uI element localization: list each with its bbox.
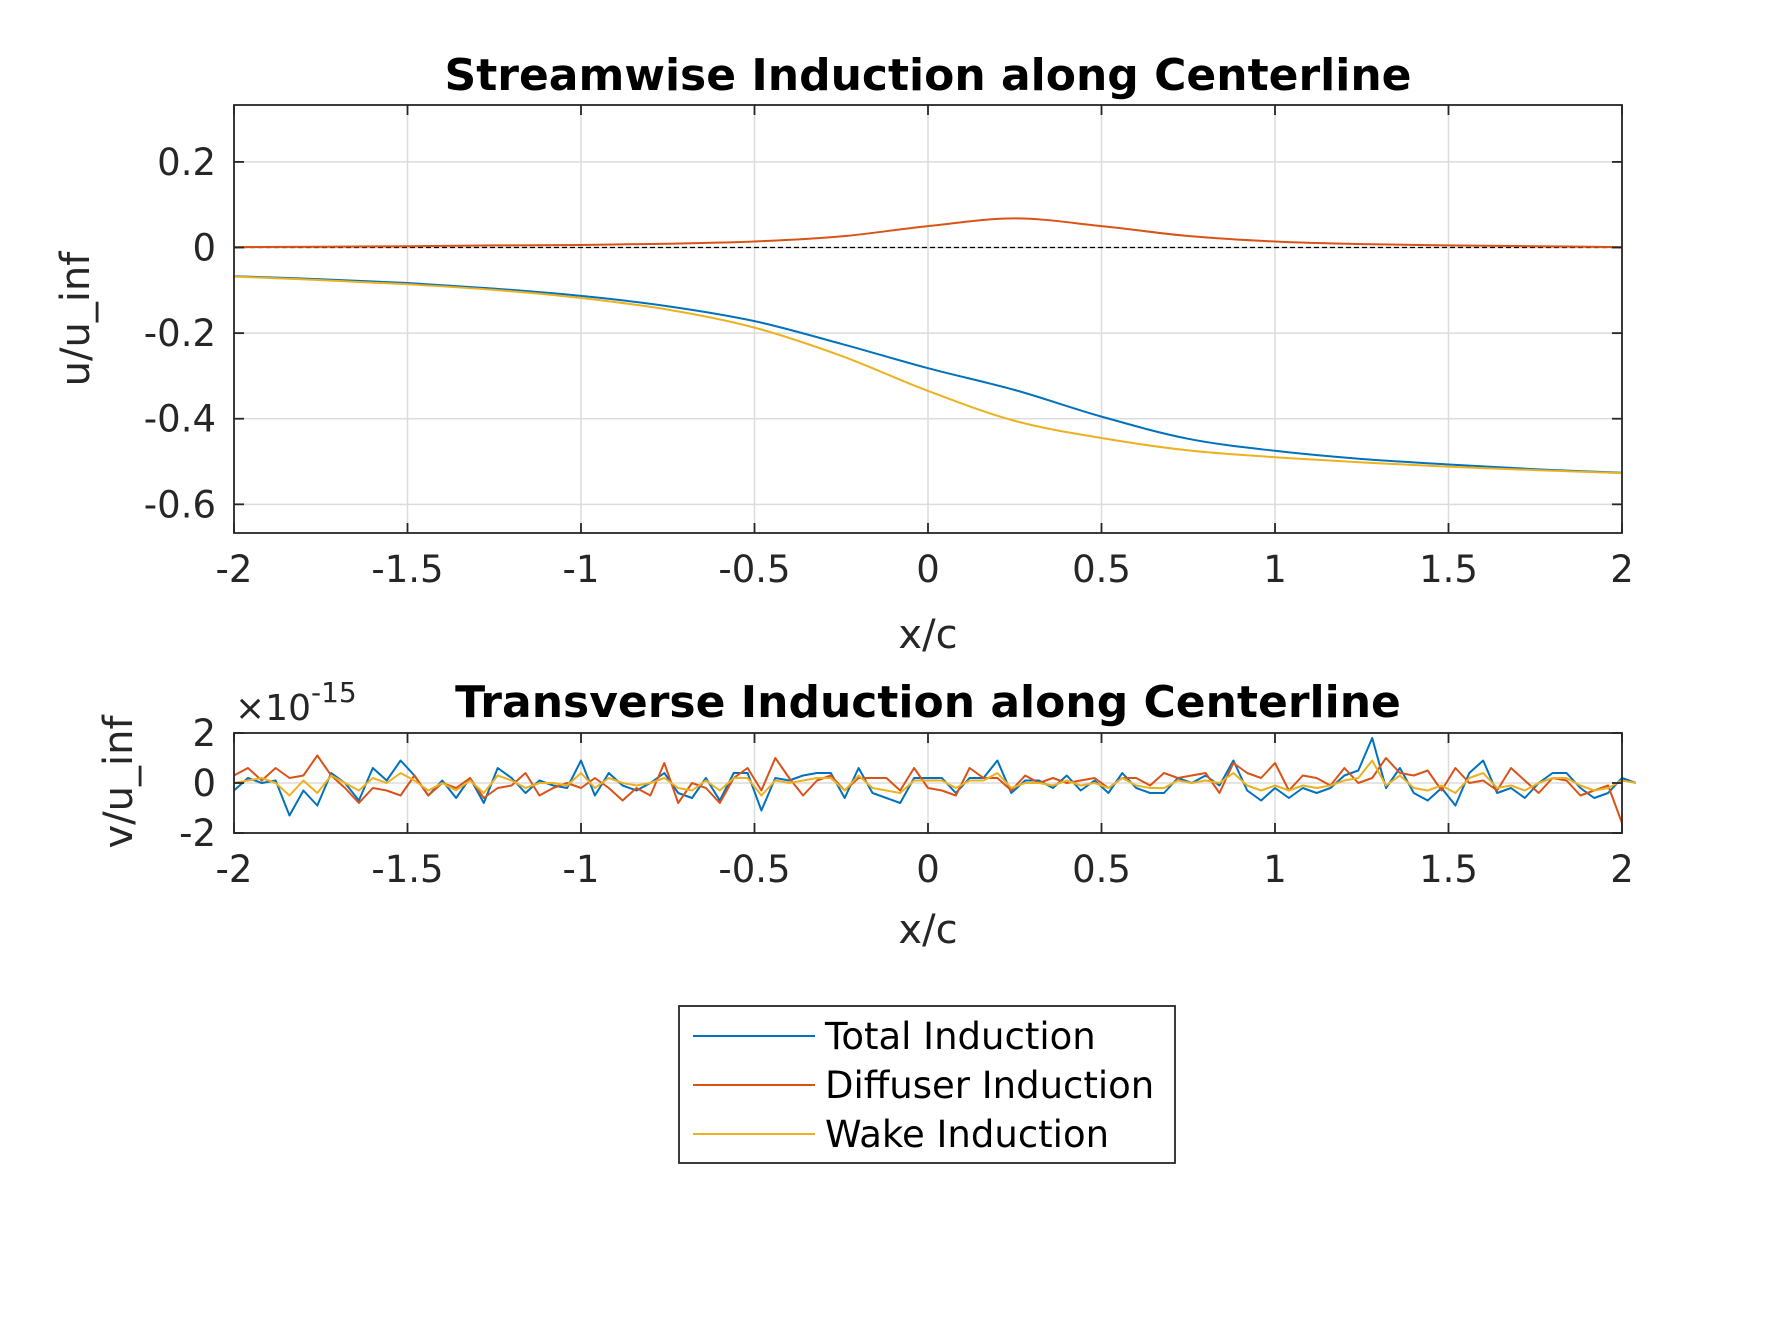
x-tick-label: -1 bbox=[563, 848, 600, 891]
transverse-series bbox=[233, 737, 1637, 824]
x-tick-label: 0.5 bbox=[1072, 548, 1131, 591]
x-tick-label: 0.5 bbox=[1072, 848, 1131, 891]
transverse-plot: Transverse Induction along Centerline ×1… bbox=[96, 676, 1637, 953]
series-line-diffuser bbox=[233, 754, 1623, 824]
y-tick-label: 0 bbox=[192, 227, 216, 270]
series-line-diffuser bbox=[233, 217, 1623, 249]
y-tick-label: -2 bbox=[179, 812, 216, 855]
streamwise-ticks: -2 -1.5 -1 -0.5 0 0.5 1 1.5 2 -0.6 -0.4 -0.2 0 0.2 bbox=[144, 105, 1634, 591]
series-line-total bbox=[233, 737, 1637, 817]
transverse-exponent: ×10-15 bbox=[235, 676, 357, 729]
y-tick-label: -0.2 bbox=[144, 312, 216, 355]
streamwise-ylabel: u/u_inf bbox=[53, 251, 99, 387]
x-tick-label: 0 bbox=[916, 848, 940, 891]
streamwise-plot: Streamwise Induction along Centerline -2… bbox=[53, 50, 1634, 658]
x-tick-label: -2 bbox=[216, 548, 253, 591]
exponent-base: ×10 bbox=[235, 688, 311, 729]
legend-label-wake: Wake Induction bbox=[825, 1113, 1109, 1156]
transverse-ylabel: v/u_inf bbox=[96, 715, 142, 849]
y-tick-label: 2 bbox=[192, 712, 216, 755]
series-line-wake bbox=[233, 759, 1637, 797]
x-tick-label: 1.5 bbox=[1419, 848, 1478, 891]
transverse-xlabel: x/c bbox=[898, 907, 957, 953]
x-tick-label: 1 bbox=[1263, 548, 1287, 591]
exponent-power: -15 bbox=[311, 676, 357, 709]
streamwise-title: Streamwise Induction along Centerline bbox=[445, 50, 1412, 101]
x-tick-label: 1 bbox=[1263, 848, 1287, 891]
y-tick-label: -0.6 bbox=[144, 483, 216, 526]
legend-label-total: Total Induction bbox=[824, 1015, 1096, 1058]
x-tick-label: -2 bbox=[216, 848, 253, 891]
x-tick-label: -1.5 bbox=[371, 548, 443, 591]
transverse-ticks: -2 -1.5 -1 -0.5 0 0.5 1 1.5 2-202 bbox=[179, 712, 1634, 891]
streamwise-series bbox=[233, 217, 1623, 475]
x-tick-label: 2 bbox=[1610, 548, 1634, 591]
x-tick-label: -1 bbox=[563, 548, 600, 591]
y-tick-label: 0 bbox=[192, 762, 216, 805]
series-line-wake bbox=[233, 275, 1623, 475]
series-line-total bbox=[233, 275, 1623, 474]
streamwise-grid bbox=[233, 105, 1623, 533]
x-tick-label: 2 bbox=[1610, 848, 1634, 891]
transverse-title: Transverse Induction along Centerline bbox=[455, 677, 1401, 728]
x-tick-label: 0 bbox=[916, 548, 940, 591]
legend: Total Induction Diffuser Induction Wake … bbox=[678, 1005, 1176, 1164]
y-tick-label: 0.2 bbox=[157, 141, 216, 184]
legend-label-diffuser: Diffuser Induction bbox=[825, 1064, 1154, 1107]
x-tick-label: 1.5 bbox=[1419, 548, 1478, 591]
x-tick-label: -0.5 bbox=[718, 848, 790, 891]
streamwise-xlabel: x/c bbox=[898, 612, 957, 658]
y-tick-label: -0.4 bbox=[144, 398, 216, 441]
x-tick-label: -0.5 bbox=[718, 548, 790, 591]
x-tick-label: -1.5 bbox=[371, 848, 443, 891]
